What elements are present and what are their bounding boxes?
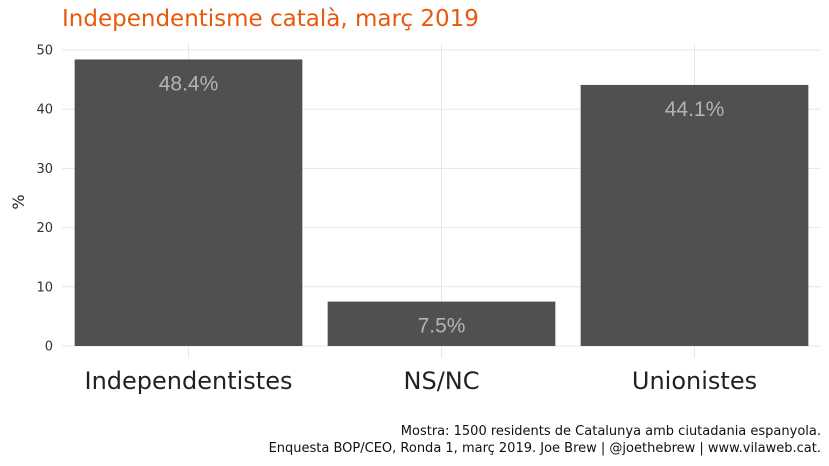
y-tick-label-10: 10 — [36, 280, 53, 295]
x-tick-label-2: Unionistes — [632, 367, 757, 395]
y-tick-labels: 0 10 20 30 40 50 — [36, 44, 53, 355]
y-tick-label-30: 30 — [36, 162, 53, 177]
y-axis-label: % — [9, 194, 28, 209]
bar-2 — [580, 84, 809, 346]
x-tick-label-0: Independentistes — [85, 367, 293, 395]
y-tick-label-50: 50 — [36, 44, 53, 59]
x-tick-labels: Independentistes NS/NC Unionistes — [85, 367, 758, 395]
y-tick-label-40: 40 — [36, 103, 53, 118]
data-label-1: 7.5% — [418, 315, 466, 338]
data-label-0: 48.4% — [159, 72, 219, 95]
data-label-2: 44.1% — [665, 98, 725, 121]
data-labels: 48.4% 7.5% 44.1% — [159, 72, 725, 337]
chart-title: Independentisme català, març 2019 — [62, 6, 479, 32]
y-tick-label-0: 0 — [45, 340, 53, 355]
y-tick-label-20: 20 — [36, 221, 53, 236]
caption-line-2: Enquesta BOP/CEO, Ronda 1, març 2019. Jo… — [268, 441, 821, 456]
bar-1 — [327, 301, 556, 346]
caption-line-1: Mostra: 1500 residents de Catalunya amb … — [400, 424, 821, 439]
bars — [74, 59, 809, 347]
x-tick-label-1: NS/NC — [404, 367, 480, 395]
bar-0 — [74, 59, 303, 347]
caption: Mostra: 1500 residents de Catalunya amb … — [269, 423, 821, 457]
